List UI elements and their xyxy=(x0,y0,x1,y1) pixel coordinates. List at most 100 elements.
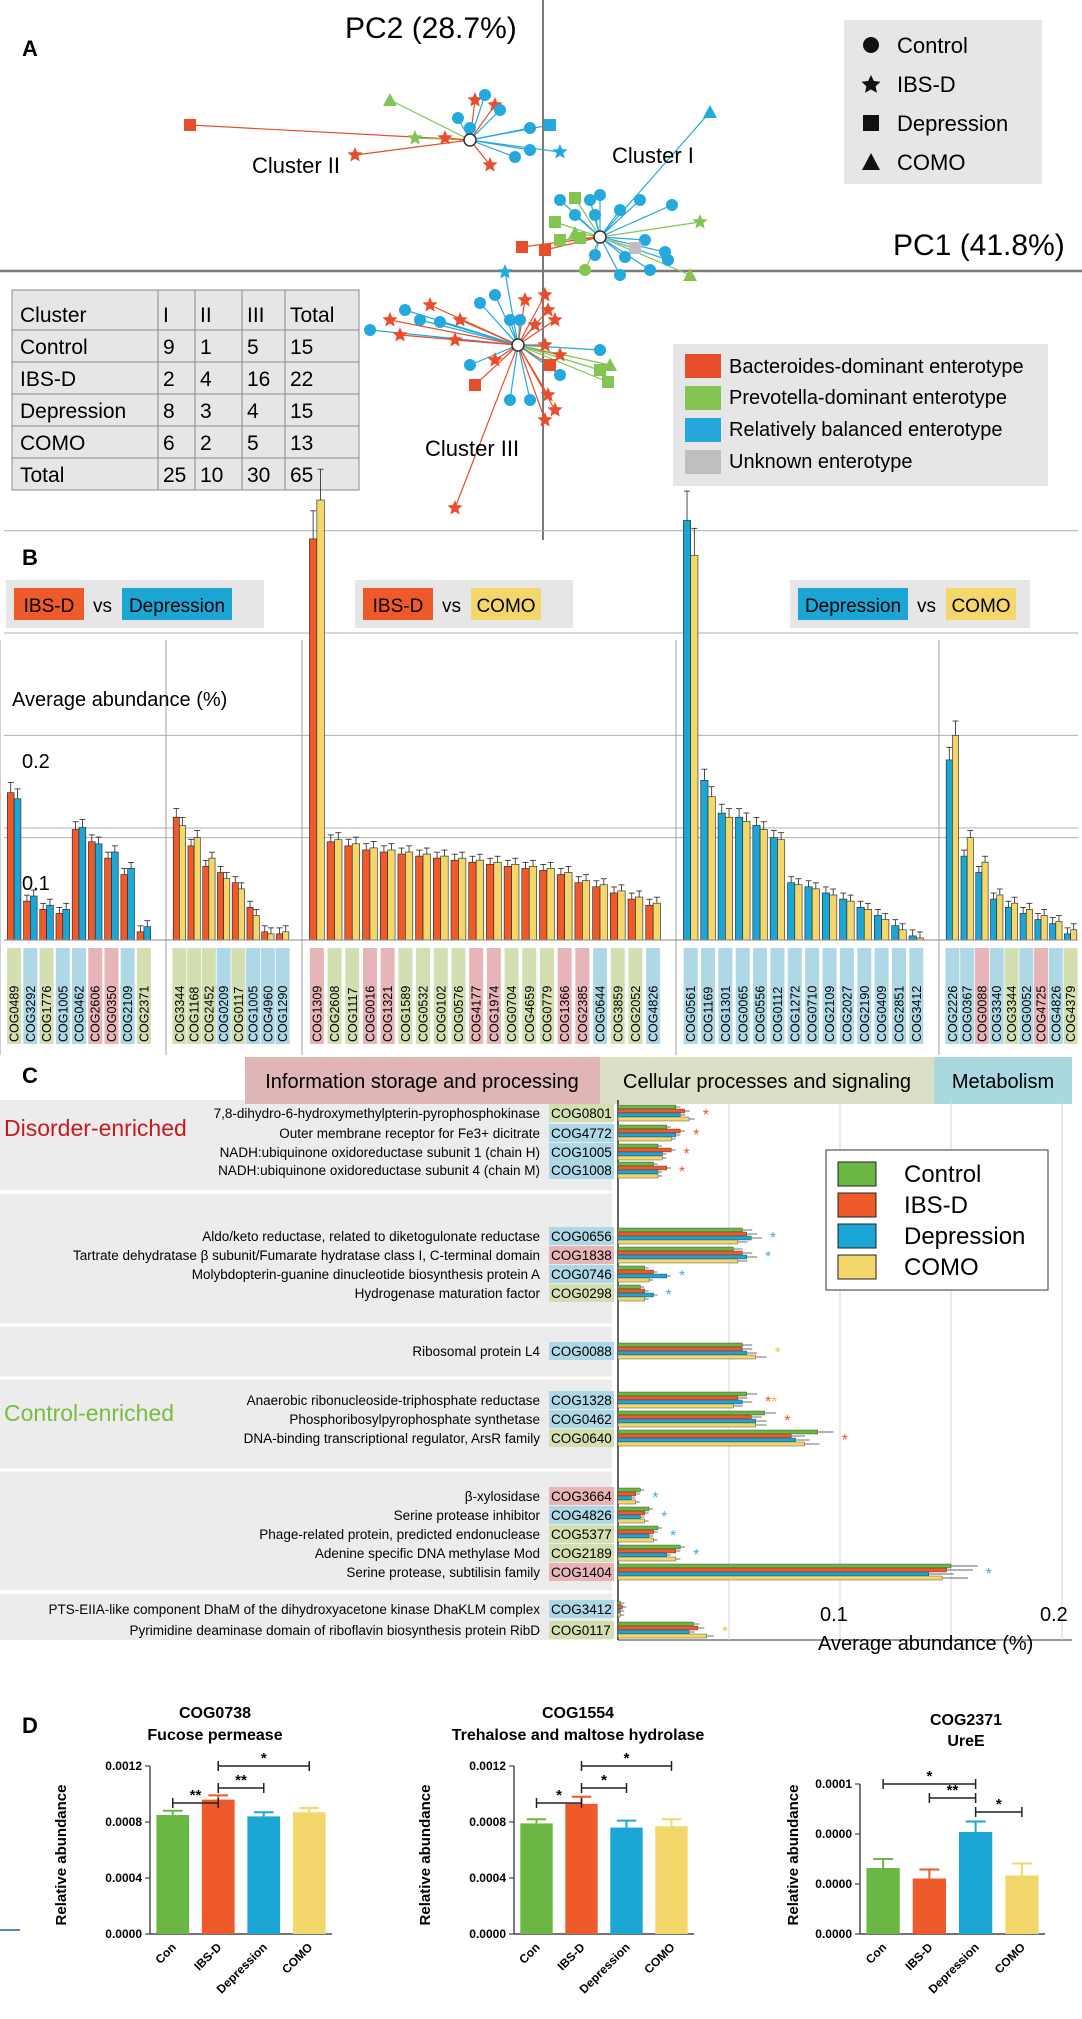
pca-point xyxy=(464,359,476,371)
panel-b-xtick: COG1321 xyxy=(381,986,395,1042)
panel-b-xtick: COG1589 xyxy=(399,986,413,1042)
panel-c-bar xyxy=(617,1165,668,1171)
panel-c-cog-bg xyxy=(549,1600,614,1618)
d-sig-label: ** xyxy=(947,1782,959,1799)
panel-b-xtick: COG0052 xyxy=(1020,986,1034,1042)
panel-c-bar xyxy=(617,1422,756,1428)
d3-ylabel: Relative abundance xyxy=(785,1785,802,1926)
d2-ylabel: Relative abundance xyxy=(417,1785,434,1926)
panel-b-bar xyxy=(752,825,761,941)
table-cell-text: 5 xyxy=(247,336,259,359)
d-sig-label: * xyxy=(556,1787,562,1804)
panel-c-cog-bg xyxy=(549,1124,614,1142)
panel-b-cog-bg xyxy=(345,948,360,1044)
panel-b-xtick: COG2226 xyxy=(946,986,960,1042)
panel-b-bar xyxy=(610,892,619,941)
panel-c-bar xyxy=(617,1410,765,1416)
panel-b-bar xyxy=(362,849,371,941)
pca-point xyxy=(683,268,697,281)
panel-c-sig: * xyxy=(703,1107,709,1124)
pca-link xyxy=(389,319,519,346)
panel-b-xtick: COG0112 xyxy=(771,987,785,1042)
panel-c-row-label: NADH:ubiquinone oxidoreductase subunit 1… xyxy=(220,1145,540,1160)
panel-b-xtick: COG0065 xyxy=(736,986,750,1042)
panel-c-bar xyxy=(617,1296,645,1302)
panel-c-bar xyxy=(617,1116,690,1122)
panel-b-cog-bg xyxy=(1063,948,1078,1044)
panel-b-bar xyxy=(78,827,87,941)
legend-depression: Depression xyxy=(897,111,1008,136)
pca-point xyxy=(383,93,397,106)
table-cell-text: 22 xyxy=(290,368,313,391)
panel-c-sig: * xyxy=(693,1547,699,1564)
panel-c-row-label: Phage-related protein, predicted endonuc… xyxy=(259,1527,540,1542)
panel-c-bar xyxy=(617,1499,636,1505)
panel-b-cog-bg xyxy=(433,948,448,1044)
comparison-group-label: COMO xyxy=(476,596,535,617)
panel-c-sig: * xyxy=(670,1528,676,1545)
panel-b-cog-bg xyxy=(120,948,135,1044)
panel-b-cog-bg xyxy=(246,948,261,1044)
panel-b-bar xyxy=(415,855,424,941)
panel-b-bar xyxy=(617,890,626,941)
legend-depression-swatch xyxy=(837,1223,877,1249)
panel-c-bar xyxy=(617,1403,734,1409)
panel-c-cog-label: COG0088 xyxy=(551,1344,612,1359)
panel-c-bar xyxy=(617,1399,743,1405)
panel-c-bar xyxy=(617,1575,943,1581)
pca-point xyxy=(509,151,521,163)
pca-point xyxy=(474,297,486,309)
panel-b-bar xyxy=(990,898,998,941)
panel-c-sig: * xyxy=(765,1394,771,1411)
panel-c-xtick-0.2: 0.2 xyxy=(1040,1604,1068,1626)
pca-point xyxy=(579,264,591,276)
panel-b-bar xyxy=(1025,909,1033,941)
panel-b-xtick: COG0556 xyxy=(754,986,768,1042)
panel-b-label: B xyxy=(22,545,38,570)
table-cell-text: 2 xyxy=(163,368,175,391)
panel-c-bar xyxy=(617,1155,663,1161)
panel-b-cog-bg xyxy=(960,948,975,1044)
panel-b-cog-bg xyxy=(593,948,608,1044)
triangle-icon xyxy=(862,153,880,170)
panel-b-xtick: COG1005 xyxy=(247,986,261,1042)
panel-c-cog-bg xyxy=(549,1227,614,1245)
table-cell-text: Control xyxy=(20,336,88,359)
pca-link xyxy=(599,236,621,276)
comparison-group-label: COMO xyxy=(951,596,1010,617)
panel-c-cog-bg xyxy=(549,1265,614,1283)
d-xtick: IBS-D xyxy=(191,1940,224,1973)
panel-c-bar xyxy=(617,1108,685,1114)
panel-c-label: C xyxy=(22,1063,38,1088)
pca-link xyxy=(517,344,556,411)
d-sig-label: * xyxy=(926,1768,932,1785)
panel-c-row-label: Serine protease inhibitor xyxy=(394,1508,541,1523)
panel-b-cog-bg xyxy=(522,948,537,1044)
panel-c-sig: * xyxy=(722,1624,728,1641)
pca-link xyxy=(439,321,519,346)
pca-point xyxy=(437,130,453,145)
panel-b-bar xyxy=(39,909,47,941)
panel-b-cog-bg xyxy=(1004,948,1019,1044)
pca-point xyxy=(469,379,481,391)
pca-point xyxy=(634,194,646,206)
panel-c-bar xyxy=(617,1548,676,1554)
panel-b-bar xyxy=(422,853,431,941)
panel-c-bar xyxy=(617,1441,805,1447)
panel-c-bar xyxy=(617,1354,756,1360)
panel-c-bar xyxy=(617,1433,792,1439)
d-ytick-label: 0.0000 xyxy=(815,1827,852,1841)
panel-b-bar xyxy=(104,857,112,941)
panel-c-cog-label: COG0640 xyxy=(551,1431,612,1446)
legend-ibsd-swatch xyxy=(837,1192,877,1218)
pc2-label: PC2 (28.7%) xyxy=(345,12,517,45)
panel-b-bar xyxy=(821,892,830,941)
panel-b-cog-bg xyxy=(575,948,590,1044)
pca-point xyxy=(399,304,411,316)
cluster-centroid xyxy=(463,133,477,147)
enterotype-legend-box xyxy=(673,344,1048,486)
panel-b-cog-bg xyxy=(770,948,785,1044)
pca-point xyxy=(619,251,631,263)
d-xtick: COMO xyxy=(992,1940,1028,1976)
panel-c-cog-label: COG0117 xyxy=(551,1623,611,1638)
